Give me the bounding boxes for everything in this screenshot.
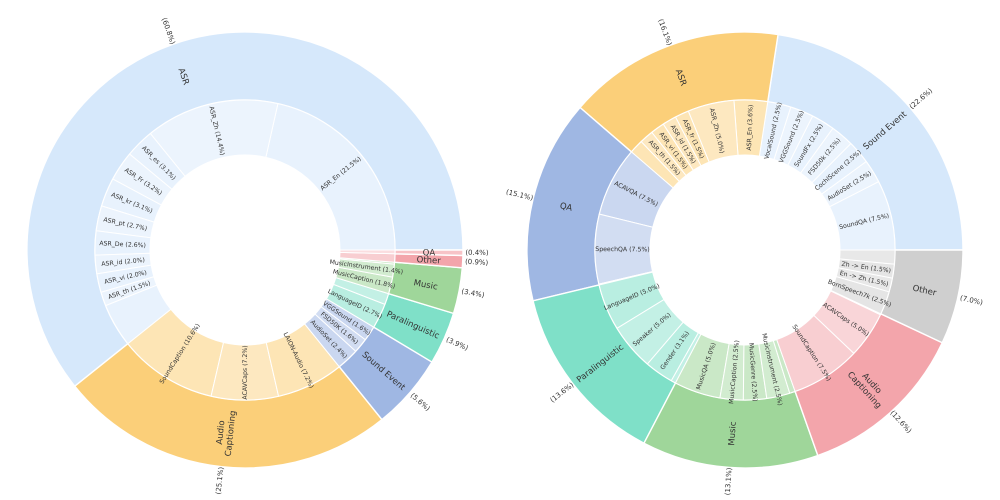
slice-pct-sound-event: (22.6%) — [908, 87, 934, 111]
slice-pct-qa: (0.4%) — [465, 249, 489, 257]
slice-name-audio-captioning: AudioCaptioning — [213, 409, 238, 457]
sunburst-chart-right: SoundQA (7.5%)AudioSet (2.5%)CochlScene … — [505, 18, 984, 496]
slice-name-music: Music — [727, 421, 739, 446]
slice-pct-paralinguistic: (13.6%) — [549, 381, 576, 405]
slice-pct-other: (0.9%) — [465, 258, 489, 267]
slice-pct-asr: (60.8%) — [160, 17, 177, 46]
slice-name-qa: QA — [423, 248, 436, 258]
slice-name-music: Music — [413, 278, 439, 292]
slice-name-qa: QA — [559, 201, 574, 214]
slice-pct-paralinguistic: (3.9%) — [445, 336, 470, 353]
slice-pct-music: (13.1%) — [724, 467, 734, 495]
slice-pct-asr: (16.1%) — [656, 18, 673, 47]
inner-label: SpeechQA (7.5%) — [595, 246, 649, 253]
inner-label: ASR_id (2.0%) — [101, 257, 145, 268]
inner-label: ASR_De (2.6%) — [99, 240, 146, 249]
inner-label: ASR_En (3.6%) — [746, 105, 755, 151]
sunburst-chart-left: ASR_En (21.5%)ASR_Zh (14.4%)ASR_es (3.1%… — [26, 17, 489, 495]
slice-pct-qa: (15.1%) — [505, 188, 534, 202]
slice-pct-music: (3.4%) — [461, 287, 486, 299]
inner-label: MusicGenre (2.5%) — [747, 343, 758, 402]
slice-pct-other: (7.0%) — [959, 294, 984, 307]
inner-slice-qa-0 — [339, 249, 396, 255]
slice-pct-sound-event: (5.6%) — [409, 392, 432, 413]
slice-pct-audio-captioning: (12.6%) — [888, 409, 913, 435]
inner-slice-other-3 — [839, 249, 896, 265]
slice-pct-audio-captioning: (25.1%) — [214, 466, 225, 495]
inner-label: ACAVCaps (7.2%) — [242, 345, 249, 399]
slice-name-other: Other — [416, 255, 441, 266]
